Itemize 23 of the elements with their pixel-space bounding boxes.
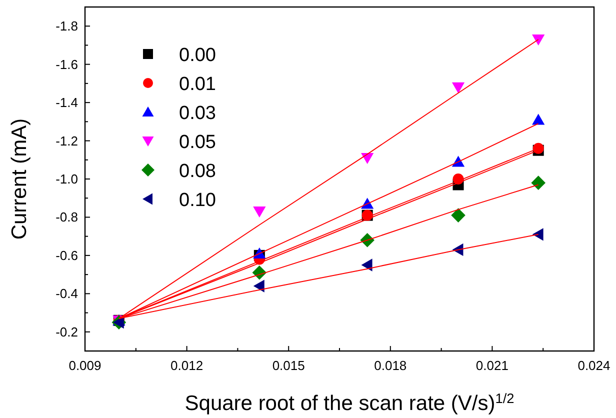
x-tick-label: 0.009 bbox=[68, 358, 102, 373]
y-tick-label: -1.2 bbox=[56, 133, 78, 148]
x-tick-label: 0.024 bbox=[578, 358, 610, 373]
legend-label: 0.08 bbox=[179, 161, 216, 182]
y-tick-label: -0.6 bbox=[56, 248, 78, 263]
x-tick-label: 0.021 bbox=[476, 358, 508, 373]
y-tick-label: -1.0 bbox=[56, 172, 78, 186]
y-axis-title: Current (mA) bbox=[8, 118, 31, 240]
y-tick-label: -1.6 bbox=[56, 56, 78, 72]
x-tick-label: 0.015 bbox=[272, 358, 305, 373]
x-tick-label: 0.012 bbox=[170, 358, 204, 373]
legend-label: 0.03 bbox=[179, 103, 216, 124]
legend-label: 0.00 bbox=[179, 45, 216, 66]
legend-label: 0.10 bbox=[179, 190, 216, 211]
y-tick-label: -1.8 bbox=[56, 18, 78, 34]
y-tick-label: -1.4 bbox=[56, 95, 78, 110]
x-axis-title: Square root of the scan rate (V/s)$^{1/2}$ bbox=[184, 390, 514, 415]
legend-label: 0.05 bbox=[179, 132, 216, 153]
y-tick-label: -0.8 bbox=[56, 210, 78, 225]
y-tick-label: -0.4 bbox=[56, 286, 78, 302]
legend-label: 0.01 bbox=[179, 74, 216, 95]
y-tick-label: -0.2 bbox=[56, 324, 78, 340]
x-tick-label: 0.018 bbox=[374, 358, 407, 373]
